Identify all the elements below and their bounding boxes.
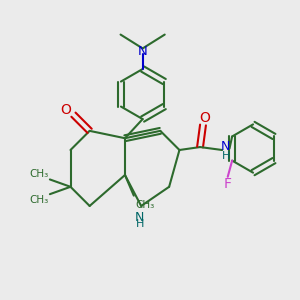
Text: H: H xyxy=(136,220,144,230)
Text: CH₃: CH₃ xyxy=(29,169,48,178)
Text: O: O xyxy=(61,103,71,117)
Text: H: H xyxy=(221,151,230,161)
Text: CH₃: CH₃ xyxy=(29,195,48,205)
Text: N: N xyxy=(221,140,230,153)
Text: F: F xyxy=(224,177,232,190)
Text: CH₃: CH₃ xyxy=(135,200,154,210)
Text: N: N xyxy=(135,211,144,224)
Text: N: N xyxy=(138,45,148,58)
Text: O: O xyxy=(199,111,210,124)
